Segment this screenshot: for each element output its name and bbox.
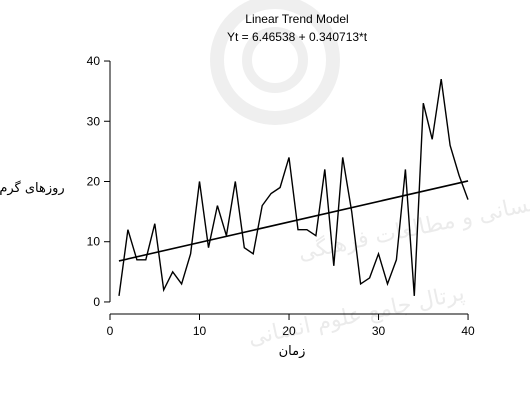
y-tick-label: 20 <box>87 174 101 188</box>
y-axis-label: روزهای گرم <box>0 180 65 196</box>
x-tick-label: 0 <box>107 324 114 338</box>
x-tick-label: 10 <box>193 324 207 338</box>
x-tick-label: 30 <box>372 324 386 338</box>
trend-line <box>118 180 469 262</box>
y-tick-label: 40 <box>87 54 101 68</box>
x-axis-ticks: 0 10 20 30 40 <box>107 314 475 338</box>
svg-text:پرتال جامع علوم انسانی: پرتال جامع علوم انسانی <box>246 281 467 351</box>
x-tick-label: 40 <box>461 324 475 338</box>
observed-series-line <box>118 78 469 296</box>
x-axis-label: زمان <box>279 344 306 359</box>
y-tick-label: 0 <box>93 295 100 309</box>
series-group <box>118 78 469 296</box>
x-tick-label: 20 <box>282 324 296 338</box>
y-axis-ticks: 0 10 20 30 40 <box>87 54 110 309</box>
watermark-logo: پژوهشگاه علوم انسانی و مطالعات فرهنگی پر… <box>210 0 530 351</box>
chart-title: Linear Trend Model <box>245 12 348 26</box>
y-tick-label: 10 <box>87 235 101 249</box>
y-tick-label: 30 <box>87 114 101 128</box>
chart-subtitle: Yt = 6.46538 + 0.340713*t <box>227 30 368 44</box>
